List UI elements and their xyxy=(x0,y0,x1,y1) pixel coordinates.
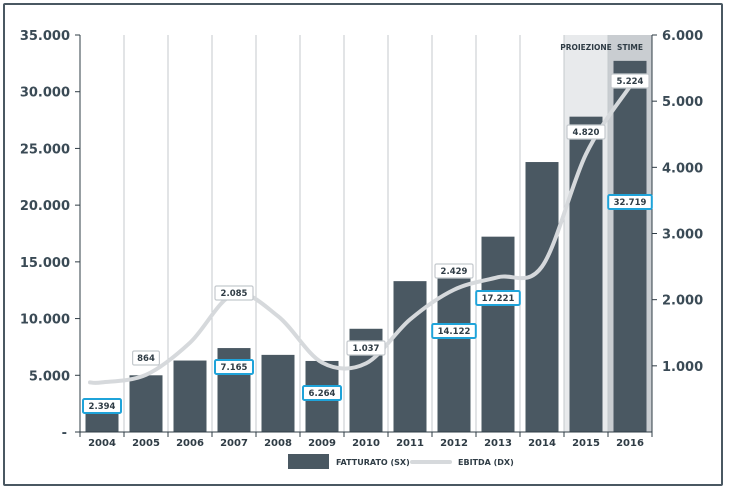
line-label-2016: 5.224 xyxy=(610,73,650,89)
x-tick-label-2012: 2012 xyxy=(440,438,468,449)
line-label-2012-box xyxy=(434,263,474,279)
grid-lines xyxy=(79,35,653,432)
bar-label-2016-text: 32.719 xyxy=(614,198,647,208)
bar-label-2012-box xyxy=(431,323,477,339)
shaded-label-2015: PROIEZIONE xyxy=(560,43,612,52)
bar-label-2004-box xyxy=(82,398,122,414)
bar-label-2016: 32.719 xyxy=(607,194,653,210)
bar-label-2007: 7.165 xyxy=(214,359,254,375)
x-axis-ticks: 2004 2005 2006 2007 2008 2009 2010 2011 2012 2013… xyxy=(79,432,653,449)
legend-label-ebitda: EBITDA (DX) xyxy=(458,458,514,467)
bar-label-2004-text: 2.394 xyxy=(89,402,116,412)
y-left-tick-label: - xyxy=(62,426,67,441)
y-left-tick-label: 10.000 xyxy=(20,313,70,328)
x-tick-label-2015: 2015 xyxy=(572,438,600,449)
y-right-tick-label: 6.000 xyxy=(662,29,703,44)
legend-swatch-fatturato xyxy=(288,454,329,469)
data-labels: 2.394 7.165 6.264 14.122 17.221 32.719 864 2.08… xyxy=(82,73,653,414)
y-right-tick-label: 2.000 xyxy=(662,294,703,309)
ebitda-line xyxy=(88,84,632,385)
x-tick-label-2008: 2008 xyxy=(264,438,292,449)
chart-frame xyxy=(3,3,723,486)
y-left-tick-label: 35.000 xyxy=(20,29,70,44)
bar-label-2004: 2.394 xyxy=(82,398,122,414)
bar-label-2013-text: 17.221 xyxy=(482,294,515,304)
bar-2014 xyxy=(525,162,559,433)
line-label-2015-box xyxy=(566,124,606,140)
shaded-label-2016: STIME xyxy=(617,43,643,52)
bar-2013 xyxy=(481,236,515,432)
bar-2008 xyxy=(261,354,295,432)
x-tick-label-2011: 2011 xyxy=(396,438,424,449)
x-tick-label-2004: 2004 xyxy=(88,438,116,449)
y-left-tick-label: 15.000 xyxy=(20,256,70,271)
shaded-region-labels: PROIEZIONE STIME xyxy=(560,43,643,52)
line-label-2007-text: 2.085 xyxy=(221,289,248,299)
x-tick-label-2013: 2013 xyxy=(484,438,512,449)
bar-label-2007-box xyxy=(214,359,254,375)
x-tick-label-2016: 2016 xyxy=(616,438,644,449)
x-tick-label-2007: 2007 xyxy=(220,438,248,449)
y-left-tick-label: 25.000 xyxy=(20,142,70,157)
bar-series-fatturato xyxy=(85,60,647,433)
line-label-2005-text: 864 xyxy=(137,354,155,364)
y-right-tick-label: 5.000 xyxy=(662,95,703,110)
y-left-tick-label: 20.000 xyxy=(20,199,70,214)
line-label-2010-text: 1.037 xyxy=(353,344,380,354)
line-label-2010: 1.037 xyxy=(346,340,386,356)
line-label-2015: 4.820 xyxy=(566,124,606,140)
bar-label-2012: 14.122 xyxy=(431,323,477,339)
line-label-2005: 864 xyxy=(132,350,161,366)
x-tick-label-2009: 2009 xyxy=(308,438,336,449)
line-series-ebitda xyxy=(88,84,632,385)
bar-label-2013-box xyxy=(475,290,521,306)
x-tick-label-2014: 2014 xyxy=(528,438,556,449)
bar-label-2016-box xyxy=(607,194,653,210)
line-label-2005-box xyxy=(132,350,161,366)
y-left-tick-label: 5.000 xyxy=(29,369,70,384)
bar-2005 xyxy=(129,375,163,432)
line-label-2016-box xyxy=(610,73,650,89)
bar-label-2009-box xyxy=(302,385,342,401)
y-right-tick-label: 4.000 xyxy=(662,161,703,176)
bar-2016 xyxy=(613,60,647,433)
y-axis-left-ticks: - 5.000 10.000 15.000 20.000 25.000 30.000 35.0… xyxy=(20,29,80,441)
line-label-2007-box xyxy=(214,285,254,301)
line-label-2012: 2.429 xyxy=(434,263,474,279)
y-right-tick-label: 1.000 xyxy=(662,360,703,375)
line-label-2010-box xyxy=(346,340,386,356)
bar-label-2007-text: 7.165 xyxy=(221,363,248,373)
bar-label-2013: 17.221 xyxy=(475,290,521,306)
x-tick-label-2010: 2010 xyxy=(352,438,380,449)
line-label-2012-text: 2.429 xyxy=(441,267,468,277)
bar-label-2012-text: 14.122 xyxy=(438,327,471,337)
y-axis-right-ticks: 1.000 2.000 3.000 4.000 5.000 6.000 xyxy=(652,29,703,375)
line-label-2015-text: 4.820 xyxy=(573,128,600,138)
x-tick-label-2005: 2005 xyxy=(132,438,160,449)
bar-label-2009: 6.264 xyxy=(302,385,342,401)
bar-2011 xyxy=(393,281,427,432)
bar-label-2009-text: 6.264 xyxy=(309,389,336,399)
x-tick-label-2006: 2006 xyxy=(176,438,204,449)
bar-2012 xyxy=(437,271,471,432)
bar-2006 xyxy=(173,360,207,432)
y-left-tick-label: 30.000 xyxy=(20,86,70,101)
line-label-2007: 2.085 xyxy=(214,285,254,301)
y-right-tick-label: 3.000 xyxy=(662,228,703,243)
legend-label-fatturato: FATTURATO (SX) xyxy=(336,458,410,467)
legend: FATTURATO (SX) EBITDA (DX) xyxy=(288,454,514,469)
line-label-2016-text: 5.224 xyxy=(617,77,644,87)
bar-2015 xyxy=(569,116,603,432)
